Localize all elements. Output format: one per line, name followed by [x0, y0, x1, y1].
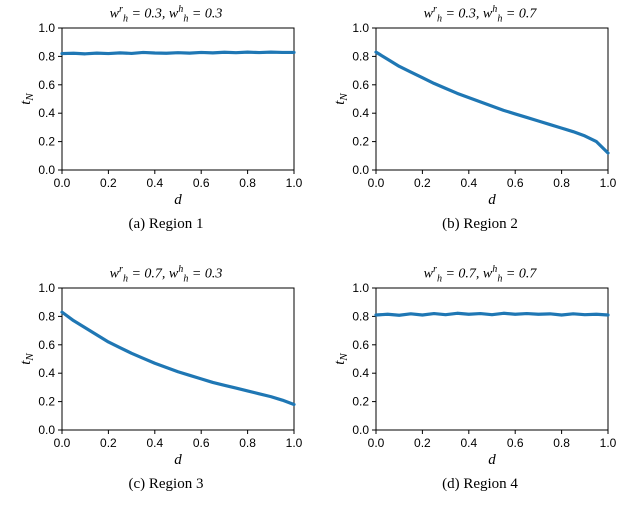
x-tick-label: 0.6	[507, 436, 524, 450]
data-line	[62, 312, 294, 404]
x-tick-label: 1.0	[600, 436, 617, 450]
chart-c: 0.0 0.2 0.4 0.6 0.8 1.0 0.0 0.2 0.4 0.6 0.8 1.0 d tN	[18, 264, 314, 470]
y-tick-label: 0.4	[38, 366, 55, 380]
y-tick-label: 0.4	[38, 106, 55, 120]
y-tick-label: 0.6	[38, 338, 55, 352]
panel-d: wrh = 0.7, whh = 0.70.00.20.40.60.81.00.…	[332, 264, 628, 496]
x-tick-label: 0.4	[460, 176, 477, 190]
y-axis-label: tN	[332, 353, 350, 365]
x-tick-label: 0.0	[368, 176, 385, 190]
chart-b: 0.0 0.2 0.4 0.6 0.8 1.0 0.0 0.2 0.4 0.6 0.8 1.0 d tN	[332, 4, 628, 210]
caption-a: (a) Region 1	[18, 216, 314, 233]
plot-frame	[62, 288, 294, 430]
figure-grid: wrh = 0.3, whh = 0.30.00.20.40.60.81.00.…	[0, 0, 640, 513]
chart-d: 0.0 0.2 0.4 0.6 0.8 1.0 0.0 0.2 0.4 0.6 0.8 1.0 d tN	[332, 264, 628, 470]
x-tick-label: 0.2	[100, 176, 117, 190]
y-tick-label: 0.8	[38, 309, 55, 323]
x-tick-label: 0.2	[100, 436, 117, 450]
y-axis-label: tN	[18, 93, 36, 105]
y-tick-label: 0.8	[352, 49, 369, 63]
y-tick-label: 1.0	[38, 281, 55, 295]
x-tick-label: 0.8	[239, 176, 256, 190]
x-tick-label: 0.8	[239, 436, 256, 450]
y-tick-label: 0.2	[38, 395, 55, 409]
x-tick-label: 0.0	[54, 436, 71, 450]
x-tick-label: 0.6	[193, 436, 210, 450]
x-tick-label: 0.8	[553, 436, 570, 450]
y-tick-label: 0.0	[38, 163, 55, 177]
y-tick-label: 1.0	[352, 21, 369, 35]
data-line	[376, 52, 608, 153]
panel-a: wrh = 0.3, whh = 0.30.00.20.40.60.81.00.…	[18, 4, 314, 236]
panel-c: wrh = 0.7, whh = 0.30.00.20.40.60.81.00.…	[18, 264, 314, 496]
x-tick-label: 0.6	[193, 176, 210, 190]
y-tick-label: 0.2	[38, 135, 55, 149]
x-tick-label: 1.0	[286, 176, 303, 190]
y-tick-label: 0.6	[352, 78, 369, 92]
plot-frame	[62, 28, 294, 170]
x-tick-label: 0.4	[460, 436, 477, 450]
x-tick-label: 0.0	[54, 176, 71, 190]
y-axis-label: tN	[332, 93, 350, 105]
y-tick-label: 1.0	[352, 281, 369, 295]
caption-c: (c) Region 3	[18, 476, 314, 493]
x-tick-label: 0.8	[553, 176, 570, 190]
data-line	[62, 52, 294, 54]
y-tick-label: 0.0	[38, 423, 55, 437]
y-tick-label: 1.0	[38, 21, 55, 35]
y-tick-label: 0.6	[38, 78, 55, 92]
x-axis-label: d	[174, 452, 182, 468]
x-tick-label: 0.4	[146, 176, 163, 190]
y-axis-label: tN	[18, 353, 36, 365]
caption-b: (b) Region 2	[332, 216, 628, 233]
y-tick-label: 0.2	[352, 395, 369, 409]
y-tick-label: 0.6	[352, 338, 369, 352]
y-tick-label: 0.4	[352, 366, 369, 380]
y-tick-label: 0.0	[352, 423, 369, 437]
x-tick-label: 1.0	[286, 436, 303, 450]
x-axis-label: d	[174, 192, 182, 208]
y-tick-label: 0.2	[352, 135, 369, 149]
x-tick-label: 0.4	[146, 436, 163, 450]
plot-frame	[376, 28, 608, 170]
y-tick-label: 0.0	[352, 163, 369, 177]
x-tick-label: 0.0	[368, 436, 385, 450]
data-line	[376, 313, 608, 315]
x-tick-label: 0.2	[414, 436, 431, 450]
chart-a: 0.0 0.2 0.4 0.6 0.8 1.0 0.0 0.2 0.4 0.6 0.8 1.0 d tN	[18, 4, 314, 210]
y-tick-label: 0.8	[38, 49, 55, 63]
x-tick-label: 1.0	[600, 176, 617, 190]
panel-b: wrh = 0.3, whh = 0.70.00.20.40.60.81.00.…	[332, 4, 628, 236]
y-tick-label: 0.4	[352, 106, 369, 120]
caption-d: (d) Region 4	[332, 476, 628, 493]
x-axis-label: d	[488, 452, 496, 468]
x-tick-label: 0.2	[414, 176, 431, 190]
x-axis-label: d	[488, 192, 496, 208]
y-tick-label: 0.8	[352, 309, 369, 323]
x-tick-label: 0.6	[507, 176, 524, 190]
plot-frame	[376, 288, 608, 430]
